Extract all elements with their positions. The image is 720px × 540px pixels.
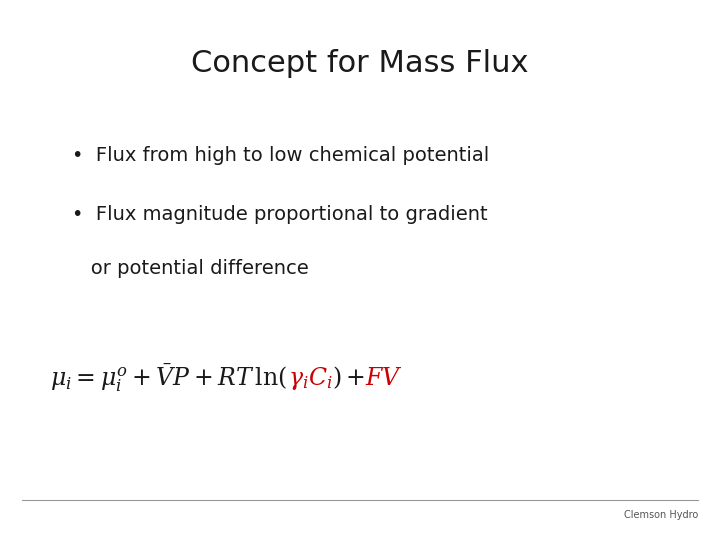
Text: Clemson Hydro: Clemson Hydro — [624, 510, 698, 521]
Text: $\mu_i = \mu_i^o + \bar{V}P + RT\,\mathrm{ln}($: $\mu_i = \mu_i^o + \bar{V}P + RT\,\mathr… — [50, 362, 287, 394]
Text: $) +$: $) +$ — [332, 364, 365, 391]
Text: •  Flux magnitude proportional to gradient: • Flux magnitude proportional to gradien… — [72, 205, 487, 224]
Text: $FV$: $FV$ — [365, 366, 403, 390]
Text: $\gamma_i C_i$: $\gamma_i C_i$ — [287, 364, 332, 391]
Text: or potential difference: or potential difference — [72, 259, 309, 278]
Text: •  Flux from high to low chemical potential: • Flux from high to low chemical potenti… — [72, 146, 490, 165]
Text: Concept for Mass Flux: Concept for Mass Flux — [192, 49, 528, 78]
